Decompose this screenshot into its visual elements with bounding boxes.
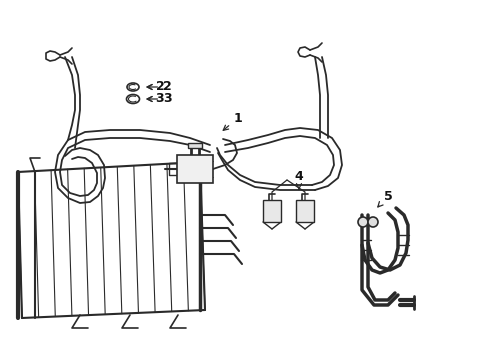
Text: 4: 4 xyxy=(294,171,303,189)
Text: 5: 5 xyxy=(377,189,391,207)
Text: 3: 3 xyxy=(147,93,164,105)
Text: 1: 1 xyxy=(223,112,242,130)
Circle shape xyxy=(357,217,367,227)
Circle shape xyxy=(367,217,377,227)
FancyBboxPatch shape xyxy=(177,155,213,183)
Bar xyxy=(187,143,202,148)
FancyBboxPatch shape xyxy=(263,200,281,222)
Text: 2: 2 xyxy=(147,81,164,94)
Text: 3: 3 xyxy=(147,93,171,105)
Text: 2: 2 xyxy=(147,81,171,94)
FancyBboxPatch shape xyxy=(295,200,313,222)
